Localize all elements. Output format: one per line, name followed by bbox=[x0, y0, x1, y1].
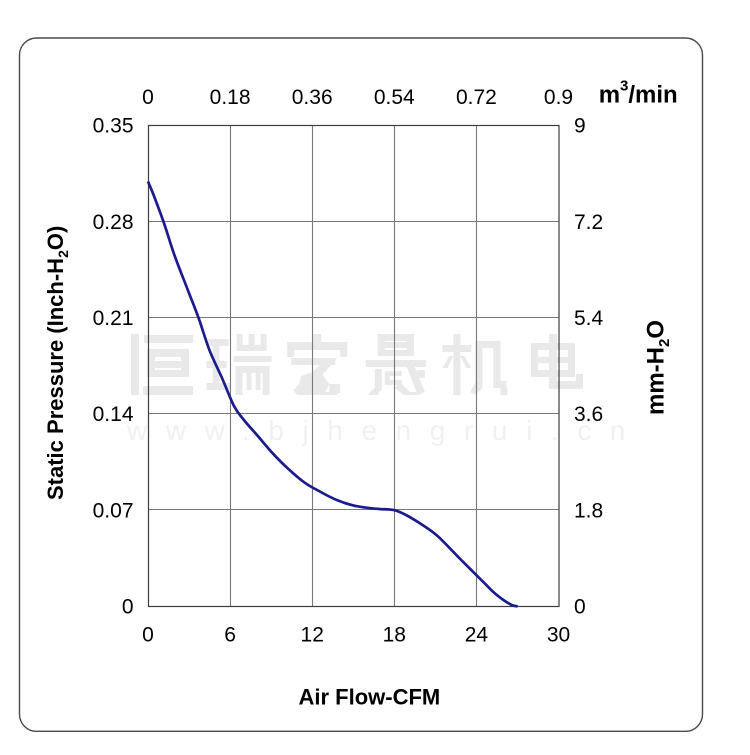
svg-text:Static Pressure (Inch-H2O): Static Pressure (Inch-H2O) bbox=[43, 226, 71, 500]
svg-text:3.6: 3.6 bbox=[574, 403, 603, 426]
svg-text:0.35: 0.35 bbox=[93, 115, 134, 138]
svg-text:0.21: 0.21 bbox=[93, 307, 134, 330]
svg-text:30: 30 bbox=[547, 624, 570, 647]
svg-text:0: 0 bbox=[122, 596, 134, 619]
svg-text:0.36: 0.36 bbox=[292, 86, 333, 109]
svg-text:Air Flow-CFM: Air Flow-CFM bbox=[299, 684, 441, 709]
svg-text:24: 24 bbox=[465, 624, 489, 647]
svg-text:0.07: 0.07 bbox=[93, 499, 134, 522]
svg-text:1.8: 1.8 bbox=[574, 499, 603, 522]
svg-text:www.bjhengrui.cn: www.bjhengrui.cn bbox=[126, 415, 644, 446]
svg-text:0.28: 0.28 bbox=[93, 211, 134, 234]
svg-text:5.4: 5.4 bbox=[574, 307, 604, 330]
svg-text:0: 0 bbox=[142, 86, 154, 109]
svg-text:0.14: 0.14 bbox=[93, 403, 134, 426]
svg-text:mm-H2O: mm-H2O bbox=[643, 320, 674, 415]
svg-text:m3/min: m3/min bbox=[599, 77, 678, 108]
svg-text:6: 6 bbox=[224, 624, 236, 647]
svg-text:0: 0 bbox=[142, 624, 154, 647]
svg-text:9: 9 bbox=[574, 115, 586, 138]
svg-text:0.54: 0.54 bbox=[374, 86, 415, 109]
svg-text:18: 18 bbox=[383, 624, 406, 647]
svg-text:0.9: 0.9 bbox=[544, 86, 573, 109]
svg-text:0.72: 0.72 bbox=[456, 86, 497, 109]
svg-text:7.2: 7.2 bbox=[574, 211, 603, 234]
svg-text:0: 0 bbox=[574, 596, 586, 619]
svg-text:12: 12 bbox=[301, 624, 324, 647]
svg-text:0.18: 0.18 bbox=[210, 86, 251, 109]
